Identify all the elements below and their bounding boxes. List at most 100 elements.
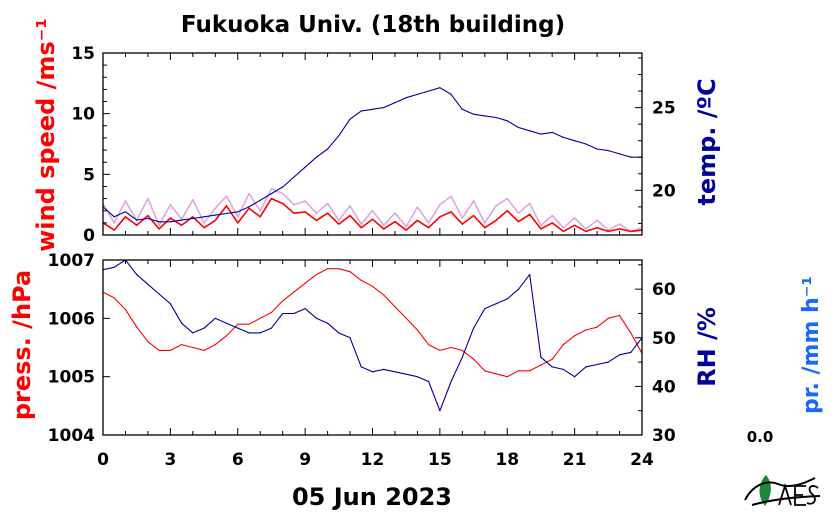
wind_raw-point [405,225,407,228]
temp-point [630,156,632,158]
temp-point [270,193,272,195]
time-tick-label: 21 [563,450,587,470]
temp-point [394,102,396,104]
logo-letters-icon [778,483,819,506]
press-point [551,358,553,360]
wind-point [506,210,508,212]
top-left-tick-label: 0 [83,226,95,246]
time-tick-label: 12 [361,450,385,470]
wind_raw-point [169,204,171,206]
press-point [214,344,216,346]
rh-point [383,368,385,370]
bottom-panel: 1004 1005 1006 1007 30 40 50 60 0 3 6 9 12 15 18 21 24… [8,251,824,470]
press-point [607,317,609,319]
wind_raw-point [473,200,475,202]
wind-point [574,224,576,226]
wind_raw-point [517,212,520,214]
top-left-tick-label: 10 [71,105,95,125]
rh-point [113,266,115,268]
wind_raw-point [338,219,340,221]
temp-point [248,206,250,208]
wind-point [293,212,295,214]
wind-point [158,228,160,230]
temp-point [136,219,138,221]
wind-axis-tick-labels: 0 5 10 15 [71,44,95,246]
wind_raw-point [259,210,261,212]
wind_raw-point [394,212,396,214]
wind_raw-point [574,217,576,219]
temp-point [383,107,385,109]
top-panel-frame [102,52,643,236]
rh-point [181,322,183,324]
temp-point [416,93,418,95]
rh-point [484,308,486,310]
rh-point [630,351,632,353]
press-point [383,294,385,296]
press-point [405,317,407,319]
wind_raw-point [506,198,508,200]
wind-axis-label: wind speed /ms⁻¹ [32,18,60,252]
press-point [394,306,396,308]
rh-point [439,410,441,412]
wind-point [304,211,306,213]
rh-point [192,332,194,334]
temp-point [113,216,115,218]
wind-point [450,211,452,213]
press-point [124,309,127,311]
press-point [371,285,374,287]
rh-point [349,337,351,339]
wind-point [439,216,441,218]
rh-point [596,363,598,366]
rh-point [585,366,587,368]
press-point [113,297,115,299]
temp-point [506,120,508,122]
press-point [248,323,250,325]
wind_raw-point [214,207,216,209]
wind-point [383,228,385,230]
bottom-rh-line-group [102,259,643,412]
rh-point [461,356,463,358]
bottom-right-tick-label: 50 [652,329,676,349]
press-point [181,344,183,346]
press-point [158,349,160,351]
rh-point [147,283,149,285]
wind_raw-point [551,215,553,217]
press-point [192,346,194,349]
time-tick-label: 15 [428,450,452,470]
press-point [506,376,508,378]
wind_raw-point [428,222,430,224]
temp-point [338,135,340,137]
wind-point [473,215,475,217]
top-left-tick-label: 5 [83,165,95,185]
rh-point [237,327,239,329]
temp-point [259,199,261,201]
press-point [517,370,520,372]
press-point [259,317,261,319]
temp-point [585,143,587,145]
wind-point [338,223,340,225]
wind-point [495,219,497,221]
press-point [237,323,239,325]
press-point [585,329,587,331]
wind-point [405,229,407,231]
wind-point [270,198,272,200]
bottom-left-tick-label: 1006 [48,309,95,329]
temp-point [562,136,565,138]
press-point [327,268,329,270]
rh-point [158,293,160,295]
rh-point [574,376,576,378]
press-point [439,349,441,351]
wind_raw-point [360,223,362,225]
bottom-left-tick-label: 1004 [48,426,95,446]
bottom-right-tick-label: 30 [652,426,676,446]
rh-point [270,327,272,329]
wind-point [124,216,127,218]
press-point [618,314,621,316]
press-point [203,349,205,351]
temp-point [169,221,171,223]
temp-point [618,153,621,155]
wind_raw-point [158,224,160,226]
time-tick-label: 9 [299,450,311,470]
